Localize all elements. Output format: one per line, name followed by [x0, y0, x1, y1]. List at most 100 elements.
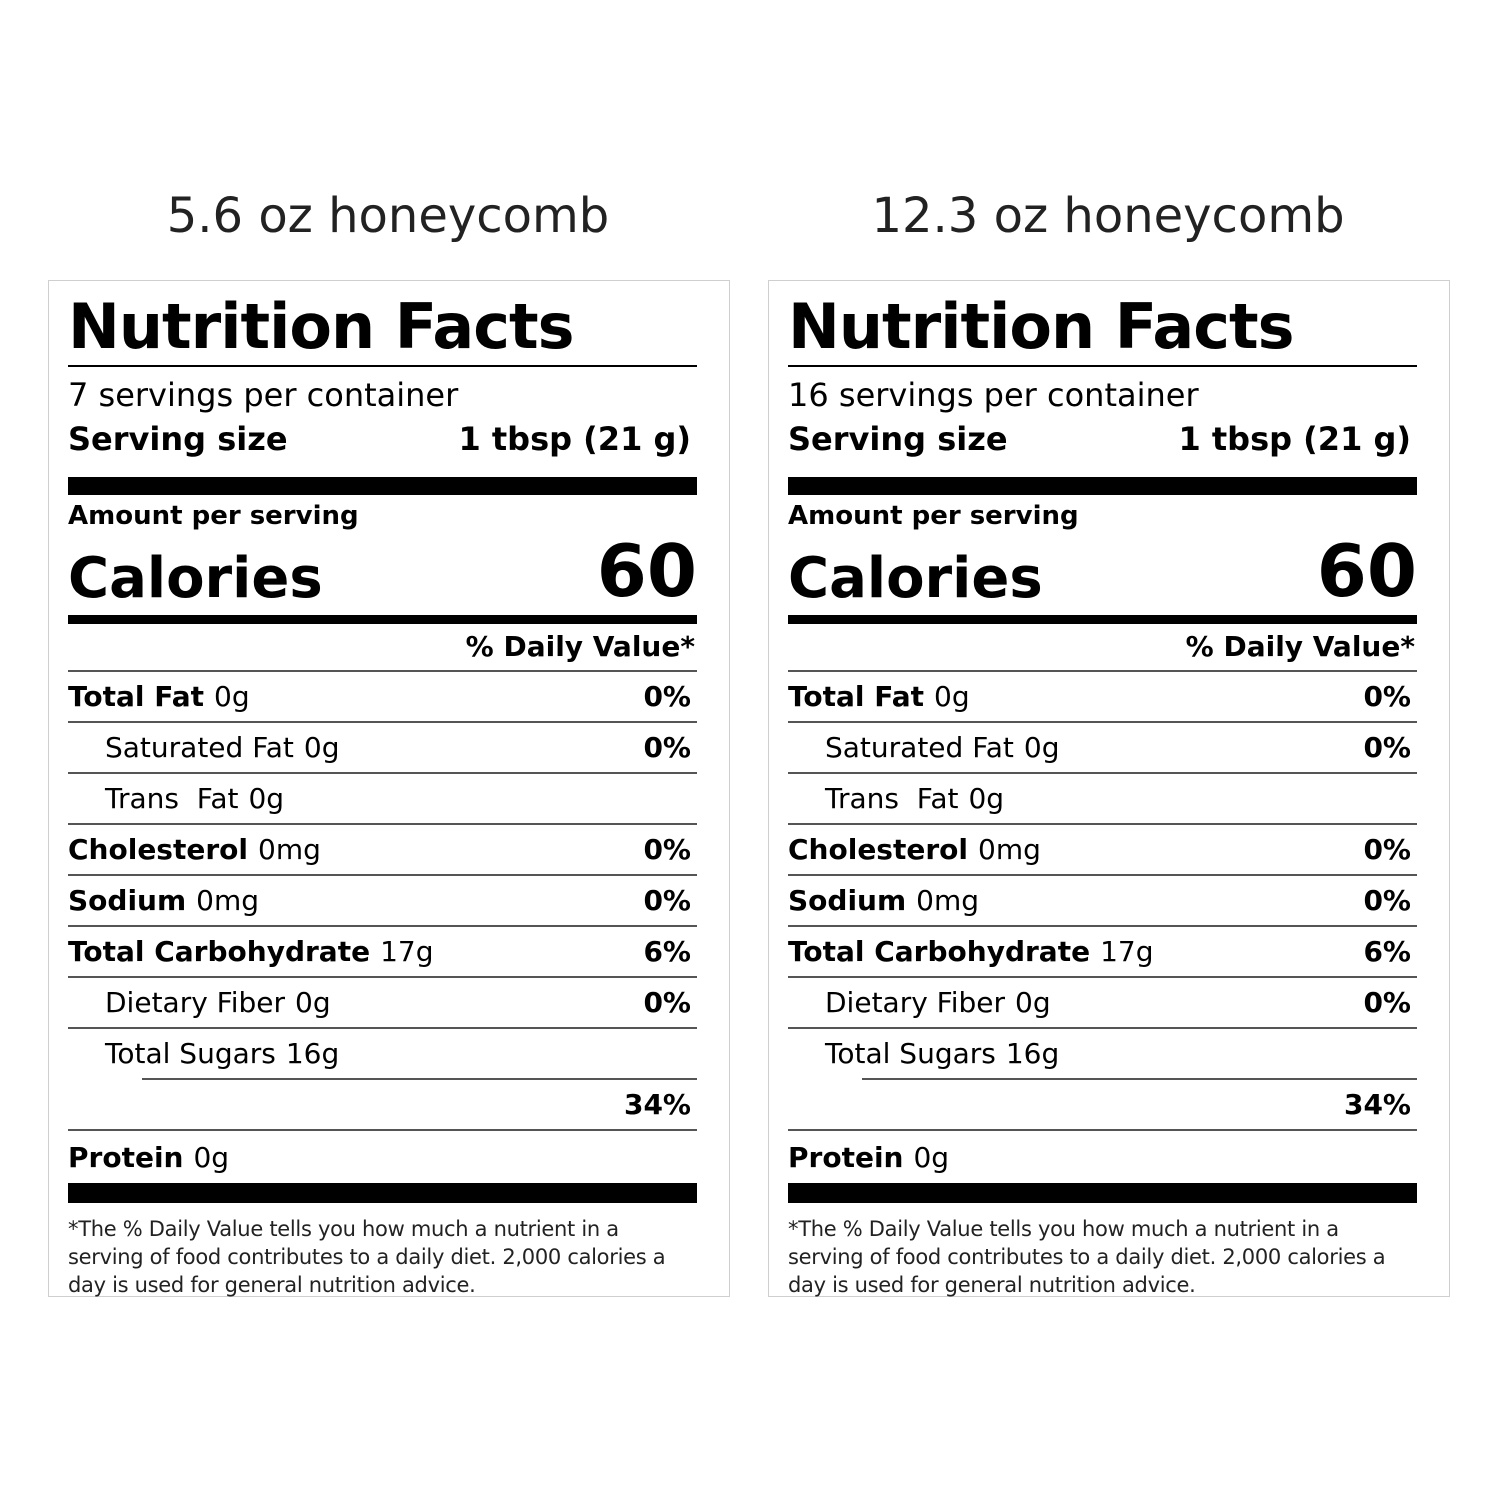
nutrient-dv: 34%	[1343, 1088, 1411, 1121]
serving-size-label: Serving size	[68, 420, 288, 458]
servings-per-container: 16 servings per container	[788, 376, 1199, 414]
nutrient-row-sugars-dv: 34%	[142, 1078, 697, 1129]
nutrient-amount: 0g	[214, 680, 250, 713]
thick-divider	[68, 477, 697, 495]
nutrient-label: Saturated Fat	[825, 731, 1014, 764]
nutrient-label: Dietary Fiber	[105, 986, 286, 1019]
divider	[68, 365, 697, 367]
calories-value: 60	[1316, 529, 1417, 613]
nutrient-label: Trans Fat	[825, 782, 959, 815]
nutrient-row-total-carbohydrate: Total Carbohydrate 17g 6%	[788, 925, 1417, 976]
nutrition-facts-title: Nutrition Facts	[68, 290, 575, 363]
nutrient-amount: 0g	[303, 731, 340, 764]
thick-divider	[788, 477, 1417, 495]
amount-per-serving: Amount per serving	[68, 501, 359, 531]
nutrient-label: Protein	[68, 1140, 184, 1174]
nutrient-amount: 0g	[913, 1140, 950, 1174]
nutrient-amount: 0mg	[916, 884, 980, 917]
serving-size-value: 1 tbsp (21 g)	[1178, 420, 1411, 458]
nutrient-label: Total Carbohydrate	[788, 935, 1091, 968]
nutrient-amount: 0mg	[196, 884, 260, 917]
nutrient-label: Sodium	[68, 884, 187, 917]
nutrient-row-sugars-dv: 34%	[862, 1078, 1417, 1129]
nutrient-row-sodium: Sodium 0mg 0%	[788, 874, 1417, 925]
nutrient-amount: 0g	[1015, 986, 1051, 1019]
serving-size-value: 1 tbsp (21 g)	[458, 420, 691, 458]
nutrient-row-dietary-fiber: Dietary Fiber 0g 0%	[788, 976, 1417, 1027]
divider	[788, 365, 1417, 367]
nutrient-row-cholesterol: Cholesterol 0mg 0%	[788, 823, 1417, 874]
serving-size-row: Serving size 1 tbsp (21 g)	[68, 415, 697, 463]
nutrient-row-protein: Protein 0g	[788, 1129, 1417, 1183]
daily-value-header: % Daily Value*	[465, 630, 695, 663]
nutrient-label: Protein	[788, 1140, 904, 1174]
serving-size-label: Serving size	[788, 420, 1008, 458]
nutrient-amount: 16g	[1005, 1037, 1060, 1070]
nutrient-label: Total Fat	[788, 680, 925, 713]
nutrient-row-trans-fat: Trans Fat 0g	[788, 772, 1417, 823]
nutrition-label-small: Nutrition Facts 7 servings per container…	[48, 280, 730, 1297]
calories-label: Calories	[788, 546, 1043, 611]
daily-value-header: % Daily Value*	[1185, 630, 1415, 663]
nutrient-row-total-carbohydrate: Total Carbohydrate 17g 6%	[68, 925, 697, 976]
nutrient-row-dietary-fiber: Dietary Fiber 0g 0%	[68, 976, 697, 1027]
nutrient-dv: 0%	[1363, 680, 1411, 713]
nutrient-label: Cholesterol	[68, 833, 248, 866]
thick-divider	[68, 1183, 697, 1203]
nutrient-dv: 0%	[1363, 731, 1411, 764]
nutrient-amount: 0g	[248, 782, 285, 815]
nutrition-facts-title: Nutrition Facts	[788, 290, 1295, 363]
nutrient-dv: 6%	[1363, 935, 1411, 968]
nutrient-row-trans-fat: Trans Fat 0g	[68, 772, 697, 823]
nutrient-amount: 0g	[193, 1140, 230, 1174]
nutrient-dv: 0%	[643, 833, 691, 866]
amount-per-serving: Amount per serving	[788, 501, 1079, 531]
nutrient-amount: 16g	[285, 1037, 340, 1070]
nutrient-row-cholesterol: Cholesterol 0mg 0%	[68, 823, 697, 874]
nutrient-amount: 0g	[968, 782, 1005, 815]
nutrient-dv: 0%	[643, 731, 691, 764]
nutrient-amount: 17g	[1100, 935, 1154, 968]
footnote: *The % Daily Value tells you how much a …	[788, 1217, 1386, 1297]
medium-divider	[788, 615, 1417, 624]
nutrient-row-total-fat: Total Fat 0g 0%	[68, 670, 697, 721]
nutrient-row-total-sugars: Total Sugars 16g	[788, 1027, 1417, 1078]
thick-divider	[788, 1183, 1417, 1203]
nutrient-label: Total Carbohydrate	[68, 935, 371, 968]
nutrient-amount: 0g	[1023, 731, 1060, 764]
nutrient-row-saturated-fat: Saturated Fat 0g 0%	[788, 721, 1417, 772]
nutrient-label: Trans Fat	[105, 782, 239, 815]
nutrient-row-protein: Protein 0g	[68, 1129, 697, 1183]
nutrient-amount: 0mg	[978, 833, 1041, 866]
nutrient-dv: 0%	[643, 986, 691, 1019]
calories-row: Calories 60	[788, 531, 1417, 611]
serving-size-row: Serving size 1 tbsp (21 g)	[788, 415, 1417, 463]
calories-row: Calories 60	[68, 531, 697, 611]
servings-per-container: 7 servings per container	[68, 376, 459, 414]
label-heading-small: 5.6 oz honeycomb	[166, 188, 610, 244]
nutrient-amount: 17g	[380, 935, 434, 968]
nutrient-row-saturated-fat: Saturated Fat 0g 0%	[68, 721, 697, 772]
nutrient-dv: 0%	[1363, 986, 1411, 1019]
nutrient-amount: 0g	[295, 986, 331, 1019]
calories-label: Calories	[68, 546, 323, 611]
footnote: *The % Daily Value tells you how much a …	[68, 1217, 666, 1297]
nutrient-dv: 0%	[643, 680, 691, 713]
medium-divider	[68, 615, 697, 624]
nutrient-dv: 0%	[643, 884, 691, 917]
nutrition-label-large: Nutrition Facts 16 servings per containe…	[768, 280, 1450, 1297]
label-heading-large: 12.3 oz honeycomb	[871, 188, 1345, 244]
nutrient-amount: 0g	[934, 680, 970, 713]
nutrient-dv: 34%	[623, 1088, 691, 1121]
nutrient-label: Total Fat	[68, 680, 205, 713]
nutrient-dv: 6%	[643, 935, 691, 968]
nutrient-label: Sodium	[788, 884, 907, 917]
nutrient-label: Total Sugars	[825, 1037, 996, 1070]
nutrient-label: Dietary Fiber	[825, 986, 1006, 1019]
nutrient-dv: 0%	[1363, 884, 1411, 917]
nutrient-label: Saturated Fat	[105, 731, 294, 764]
nutrient-row-total-sugars: Total Sugars 16g	[68, 1027, 697, 1078]
nutrient-label: Cholesterol	[788, 833, 968, 866]
calories-value: 60	[596, 529, 697, 613]
nutrient-row-sodium: Sodium 0mg 0%	[68, 874, 697, 925]
